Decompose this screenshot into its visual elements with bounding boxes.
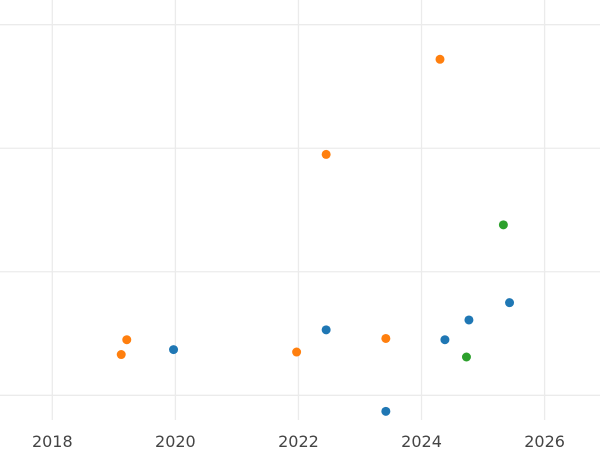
x-tick-label: 2026 [524, 432, 565, 450]
data-point-s1-2 [292, 347, 302, 357]
x-tick-label: 2020 [155, 432, 196, 450]
x-tick-label: 2022 [278, 432, 319, 450]
data-point-s1-0 [116, 350, 126, 360]
data-point-s1-1 [122, 335, 132, 345]
horizontal-grid [0, 24, 600, 396]
x-tick-label: 2024 [401, 432, 442, 450]
data-point-s0-1 [321, 325, 331, 335]
data-point-s0-5 [505, 298, 515, 308]
data-points [116, 54, 515, 416]
data-point-s2-1 [498, 220, 508, 230]
x-axis-tick-labels: 2018 2020 2022 2024 2026 [32, 432, 565, 450]
data-point-s1-4 [381, 333, 391, 343]
data-point-s2-0 [461, 352, 471, 362]
data-point-s0-4 [464, 315, 474, 325]
data-point-s0-0 [169, 345, 179, 355]
data-point-s1-3 [321, 149, 331, 159]
data-point-s0-2 [381, 406, 391, 416]
x-tick-label: 2018 [32, 432, 73, 450]
data-point-s1-5 [435, 54, 445, 64]
data-point-s0-3 [440, 335, 450, 345]
